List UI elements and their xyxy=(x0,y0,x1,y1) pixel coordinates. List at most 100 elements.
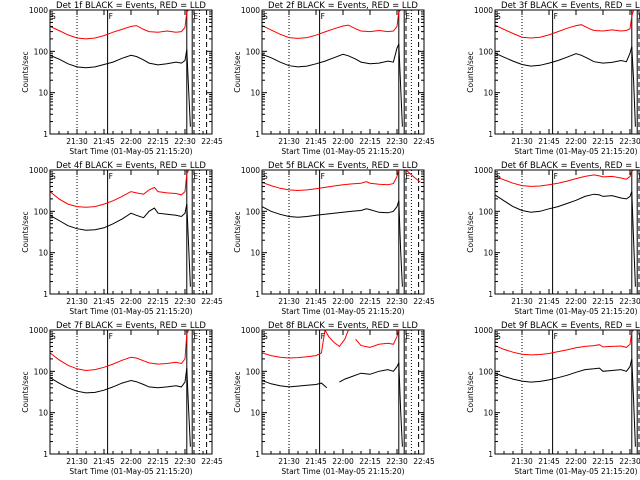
x-axis-label: Start Time (01-May-05 21:15:20) xyxy=(69,147,192,156)
x-tick-label: 21:30 xyxy=(66,297,88,306)
y-tick-label: 1000 xyxy=(241,166,260,175)
x-tick-label: 21:30 xyxy=(66,457,88,466)
marker-label-f: F xyxy=(109,12,113,21)
x-tick-label: 22:45 xyxy=(413,457,435,466)
y-axis-label: Counts/sec xyxy=(466,211,475,252)
x-tick-label: 21:45 xyxy=(305,457,327,466)
x-tick-label: 22:00 xyxy=(565,297,587,306)
y-tick-label: 100 xyxy=(479,207,494,216)
marker-label-s: S xyxy=(51,12,56,21)
x-tick-label: 21:45 xyxy=(93,137,115,146)
x-tick-label: 22:15 xyxy=(592,457,614,466)
y-tick-label: 1000 xyxy=(29,166,48,175)
y-tick-label: 1000 xyxy=(29,326,48,335)
x-tick-label: 22:00 xyxy=(332,137,354,146)
x-tick-label: 22:00 xyxy=(120,297,142,306)
x-tick-label: 22:00 xyxy=(332,457,354,466)
marker-label-f: F xyxy=(109,332,113,341)
y-tick-label: 1 xyxy=(255,450,260,459)
y-axis-label: Counts/sec xyxy=(233,211,242,252)
panel-title: Det 7f BLACK = Events, RED = LLD xyxy=(56,321,206,331)
series-line-lld xyxy=(495,330,634,356)
series-line-events xyxy=(495,46,636,127)
y-tick-label: 10 xyxy=(38,89,48,98)
x-tick-label: 22:30 xyxy=(386,137,408,146)
marker-label-f: F xyxy=(109,172,113,181)
x-tick-label: 21:30 xyxy=(278,137,300,146)
y-tick-label: 1000 xyxy=(241,326,260,335)
x-tick-label: 22:15 xyxy=(147,297,169,306)
x-tick-label: 22:00 xyxy=(120,137,142,146)
y-axis-label: Counts/sec xyxy=(21,371,30,412)
series-line-events xyxy=(50,204,191,287)
marker-label-s: S xyxy=(263,12,268,21)
marker-label-f: F xyxy=(554,172,558,181)
x-tick-label: 21:30 xyxy=(278,297,300,306)
x-tick-label: 21:45 xyxy=(538,457,560,466)
series-line-events xyxy=(262,43,403,127)
marker-label-f: F xyxy=(554,332,558,341)
x-axis-label: Start Time (01-May-05 21:15:20) xyxy=(281,467,404,476)
x-tick-label: 22:45 xyxy=(413,137,435,146)
x-tick-label: 22:30 xyxy=(174,457,196,466)
marker-label-e: E xyxy=(193,332,198,341)
marker-label-f: F xyxy=(321,332,325,341)
y-tick-label: 10 xyxy=(250,89,260,98)
y-tick-label: 10 xyxy=(250,409,260,418)
y-tick-label: 10 xyxy=(38,249,48,258)
series-line-lld xyxy=(262,10,401,39)
x-axis-label: Start Time (01-May-05 21:15:20) xyxy=(514,147,637,156)
x-tick-label: 21:30 xyxy=(511,297,533,306)
marker-label-e: E xyxy=(405,12,410,21)
marker-label-s: S xyxy=(51,172,56,181)
y-tick-label: 100 xyxy=(246,207,261,216)
marker-label-e: E xyxy=(638,12,640,21)
y-tick-label: 1 xyxy=(255,290,260,299)
series-line-lld xyxy=(262,170,421,192)
x-tick-label: 22:00 xyxy=(565,457,587,466)
y-tick-label: 1000 xyxy=(474,6,493,15)
marker-label-f: F xyxy=(321,12,325,21)
x-tick-label: 22:15 xyxy=(592,297,614,306)
x-axis-label: Start Time (01-May-05 21:15:20) xyxy=(281,307,404,316)
series-line-events xyxy=(50,49,191,127)
y-tick-label: 1 xyxy=(488,290,493,299)
y-tick-label: 100 xyxy=(34,47,49,56)
y-tick-label: 100 xyxy=(34,207,49,216)
x-tick-label: 22:30 xyxy=(619,137,640,146)
marker-label-s: S xyxy=(51,332,56,341)
x-tick-label: 21:45 xyxy=(305,137,327,146)
series-line-lld xyxy=(50,330,190,372)
series-line-events xyxy=(495,191,636,287)
y-axis-label: Counts/sec xyxy=(21,51,30,92)
panel-title: Det 1f BLACK = Events, RED = LLD xyxy=(56,1,206,11)
marker-label-e: E xyxy=(638,332,640,341)
marker-label-e: E xyxy=(405,172,410,181)
series-line-events xyxy=(262,362,403,447)
marker-label-s: S xyxy=(496,12,501,21)
y-tick-label: 10 xyxy=(483,249,493,258)
y-tick-label: 1000 xyxy=(29,6,48,15)
x-tick-label: 22:45 xyxy=(413,297,435,306)
y-tick-label: 100 xyxy=(479,47,494,56)
y-tick-label: 100 xyxy=(479,367,494,376)
marker-label-f: F xyxy=(554,12,558,21)
series-line-events xyxy=(50,368,191,447)
marker-label-s: S xyxy=(263,332,268,341)
marker-label-e: E xyxy=(405,332,410,341)
y-tick-label: 1000 xyxy=(241,6,260,15)
x-tick-label: 21:45 xyxy=(305,297,327,306)
x-tick-label: 21:45 xyxy=(538,297,560,306)
x-tick-label: 22:45 xyxy=(201,457,223,466)
x-tick-label: 21:30 xyxy=(66,137,88,146)
x-tick-label: 22:30 xyxy=(386,457,408,466)
x-tick-label: 22:30 xyxy=(174,137,196,146)
y-tick-label: 1 xyxy=(488,130,493,139)
series-line-events xyxy=(495,358,636,447)
